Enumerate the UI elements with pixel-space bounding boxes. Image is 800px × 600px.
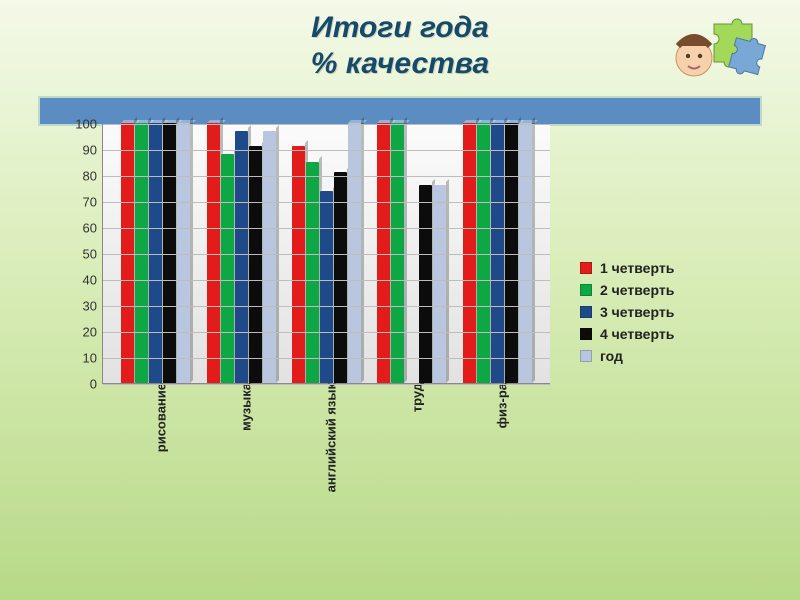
category-label: труд xyxy=(399,383,424,412)
chart-bar xyxy=(221,154,234,383)
chart-group: рисование xyxy=(121,123,190,383)
grid-line xyxy=(103,176,550,177)
legend-swatch xyxy=(580,350,592,362)
grid-line xyxy=(103,202,550,203)
category-label: физ-ра xyxy=(485,383,510,428)
y-axis-label: 20 xyxy=(83,325,97,340)
chart-bar xyxy=(121,123,134,383)
y-axis-label: 30 xyxy=(83,299,97,314)
legend-item: 1 четверть xyxy=(580,260,674,276)
chart-group: музыка xyxy=(207,123,276,383)
chart-legend: 1 четверть 2 четверть 3 четверть 4 четверть… xyxy=(580,254,674,370)
grid-line xyxy=(103,124,550,125)
grid-line xyxy=(103,384,550,385)
chart-bar xyxy=(207,123,220,383)
chart-bar xyxy=(177,123,190,383)
category-label: музыка xyxy=(229,383,254,431)
chart-group: физ-ра xyxy=(463,123,532,383)
grid-line xyxy=(103,150,550,151)
legend-swatch xyxy=(580,328,592,340)
legend-swatch xyxy=(580,262,592,274)
chart-bar xyxy=(235,131,248,383)
chart-bar xyxy=(377,123,390,383)
chart-bar xyxy=(249,146,262,383)
legend-label: 4 четверть xyxy=(600,326,674,342)
y-axis-label: 0 xyxy=(90,377,97,392)
legend-swatch xyxy=(580,284,592,296)
chart-bar xyxy=(433,185,446,383)
y-axis-label: 10 xyxy=(83,351,97,366)
grid-line xyxy=(103,254,550,255)
y-axis-label: 40 xyxy=(83,273,97,288)
chart-bar xyxy=(135,123,148,383)
chart-bar xyxy=(306,162,319,383)
chart-bar xyxy=(463,123,476,383)
chart-bar xyxy=(163,123,176,383)
legend-item: год xyxy=(580,348,674,364)
y-axis-label: 70 xyxy=(83,195,97,210)
title-line-2: % качества xyxy=(311,47,489,80)
y-axis-label: 80 xyxy=(83,169,97,184)
legend-label: 3 четверть xyxy=(600,304,674,320)
title-line-1: Итоги года xyxy=(311,11,489,44)
grid-line xyxy=(103,306,550,307)
chart-group: труд xyxy=(377,123,446,383)
chart-plot-area: рисованиемузыкаанглийский языктрудфиз-ра… xyxy=(102,124,550,384)
chart-bar xyxy=(334,172,347,383)
category-label: английский язык xyxy=(314,383,339,492)
y-axis-label: 90 xyxy=(83,143,97,158)
y-axis-label: 100 xyxy=(75,117,97,132)
chart-bar xyxy=(391,123,404,383)
chart-bar xyxy=(477,123,490,383)
legend-label: год xyxy=(600,348,623,364)
y-axis-label: 50 xyxy=(83,247,97,262)
chart: рисованиемузыкаанглийский языктрудфиз-ра… xyxy=(50,124,750,484)
slide: Итоги года % качества рисованиемузыкаанг… xyxy=(0,0,800,600)
y-axis-label: 60 xyxy=(83,221,97,236)
chart-bar xyxy=(292,146,305,383)
chart-group: английский язык xyxy=(292,123,361,383)
chart-bar xyxy=(419,185,432,383)
puzzle-decoration-icon xyxy=(666,10,776,86)
chart-bar xyxy=(320,191,333,383)
grid-line xyxy=(103,332,550,333)
legend-item: 3 четверть xyxy=(580,304,674,320)
grid-line xyxy=(103,228,550,229)
chart-bar xyxy=(505,123,518,383)
chart-bar xyxy=(519,123,532,383)
legend-swatch xyxy=(580,306,592,318)
chart-bar xyxy=(491,123,504,383)
grid-line xyxy=(103,280,550,281)
legend-label: 2 четверть xyxy=(600,282,674,298)
legend-item: 4 четверть xyxy=(580,326,674,342)
chart-bar xyxy=(263,131,276,383)
chart-bar xyxy=(348,123,361,383)
category-label: рисование xyxy=(143,383,168,452)
legend-label: 1 четверть xyxy=(600,260,674,276)
legend-item: 2 четверть xyxy=(580,282,674,298)
grid-line xyxy=(103,358,550,359)
chart-bar xyxy=(149,123,162,383)
